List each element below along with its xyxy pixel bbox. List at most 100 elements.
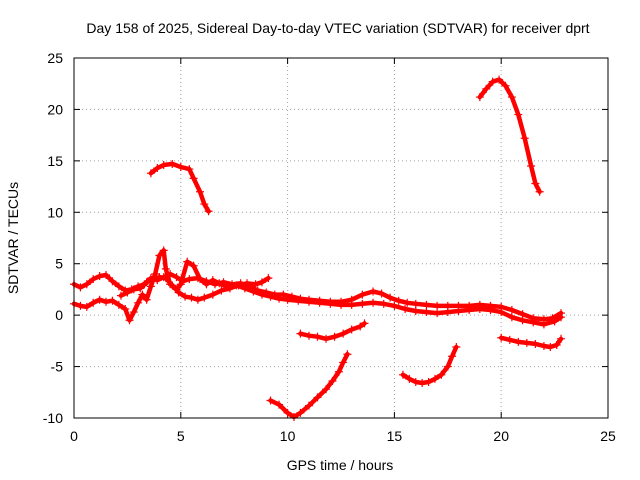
- data-point: [114, 300, 123, 309]
- x-tick-label: 10: [280, 428, 296, 444]
- data-point: [225, 284, 234, 293]
- data-point: [531, 179, 540, 188]
- data-point: [208, 276, 217, 285]
- data-point: [217, 286, 226, 295]
- data-point: [161, 274, 170, 283]
- data-point: [356, 322, 365, 331]
- data-point: [76, 301, 85, 310]
- data-point: [358, 290, 367, 299]
- data-point: [539, 320, 548, 329]
- data-point: [411, 299, 420, 308]
- data-point: [322, 385, 331, 394]
- data-point: [557, 334, 566, 343]
- data-point: [520, 134, 529, 143]
- data-point: [465, 306, 474, 314]
- data-point: [501, 81, 510, 90]
- data-point: [283, 408, 292, 417]
- data-point: [322, 334, 331, 343]
- data-point: [208, 290, 217, 299]
- data-point: [360, 319, 369, 328]
- x-tick-label: 0: [70, 428, 78, 444]
- data-point: [475, 304, 484, 313]
- series-arc-7: [266, 350, 352, 421]
- data-point: [121, 304, 130, 313]
- data-point: [155, 273, 164, 282]
- data-point: [313, 332, 322, 341]
- data-point: [403, 298, 412, 307]
- chart-title: Day 158 of 2025, Sidereal Day-to-day VTE…: [86, 20, 589, 36]
- data-point: [204, 207, 213, 216]
- data-point: [294, 296, 303, 305]
- data-point: [304, 401, 313, 410]
- data-point: [422, 308, 431, 317]
- y-tick-label: -10: [43, 410, 63, 426]
- data-point: [550, 317, 559, 326]
- data-point: [339, 329, 348, 338]
- data-point: [176, 280, 185, 289]
- data-point: [196, 275, 205, 284]
- data-point: [102, 297, 111, 306]
- data-point: [507, 306, 516, 314]
- data-point: [401, 304, 410, 313]
- data-point: [134, 298, 143, 307]
- data-point: [379, 299, 388, 308]
- data-point: [377, 289, 386, 298]
- data-point: [161, 264, 170, 273]
- series-arc-5: [116, 273, 273, 304]
- data-point: [142, 278, 151, 287]
- data-point: [358, 299, 367, 308]
- data-point: [249, 287, 258, 296]
- data-point: [437, 370, 446, 379]
- data-point: [200, 293, 209, 302]
- data-point: [108, 296, 117, 305]
- series-line: [148, 161, 211, 214]
- tick-layer: 0 5 10 15 20 25 -10 -5 0 5 10 15 20 25: [43, 50, 616, 444]
- data-point: [159, 160, 168, 169]
- data-point: [557, 313, 566, 322]
- data-point: [155, 251, 164, 260]
- data-point: [529, 318, 538, 327]
- data-point: [176, 163, 185, 172]
- series-arc-1: [146, 159, 213, 216]
- plot-frame: [73, 57, 609, 419]
- data-point: [102, 271, 111, 280]
- data-point: [200, 200, 209, 209]
- data-point: [257, 290, 266, 299]
- data-point: [89, 298, 98, 307]
- data-point: [168, 281, 177, 290]
- x-axis-label: GPS time / hours: [287, 457, 394, 473]
- data-point: [275, 400, 284, 409]
- data-point: [369, 298, 378, 307]
- data-point: [514, 337, 523, 346]
- series-arc-2: [475, 75, 544, 196]
- data-point: [114, 282, 123, 291]
- data-point: [422, 300, 431, 309]
- data-point: [264, 274, 273, 283]
- data-point: [411, 378, 420, 386]
- data-point: [243, 279, 252, 288]
- data-point: [482, 84, 491, 93]
- data-point: [296, 329, 305, 338]
- y-tick-label: -5: [51, 359, 64, 375]
- data-point: [304, 331, 313, 340]
- data-point: [202, 280, 211, 289]
- data-point: [334, 367, 343, 376]
- data-point: [518, 316, 527, 325]
- data-point: [168, 159, 177, 168]
- data-point: [266, 396, 275, 405]
- x-tick-label: 25: [600, 428, 616, 444]
- data-point: [386, 293, 395, 302]
- data-point: [394, 296, 403, 305]
- data-point: [454, 307, 463, 316]
- series-layer: [70, 75, 566, 421]
- data-point: [189, 261, 198, 270]
- series-line: [477, 77, 542, 194]
- y-axis-label: SDTVAR / TECUs: [5, 182, 21, 294]
- data-point: [326, 299, 335, 308]
- data-point: [315, 298, 324, 307]
- data-point: [136, 284, 145, 293]
- data-point: [146, 282, 155, 291]
- data-point: [283, 295, 292, 304]
- series-line: [268, 351, 350, 420]
- data-point: [185, 165, 194, 174]
